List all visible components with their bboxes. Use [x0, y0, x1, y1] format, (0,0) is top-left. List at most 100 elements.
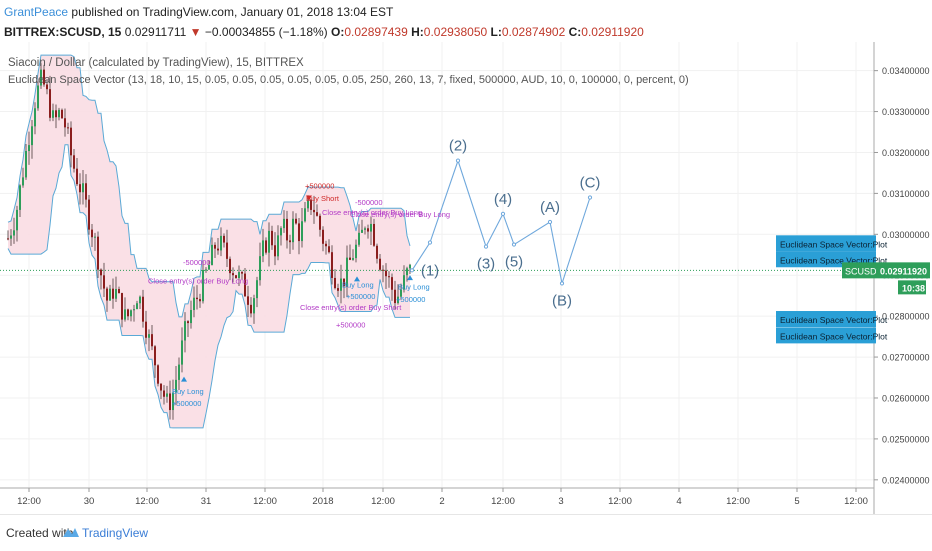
- price-tick-label: 0.03300000: [882, 107, 930, 117]
- candle-body: [373, 223, 375, 246]
- candle-body: [238, 272, 240, 279]
- chart-title: Siacoin / Dollar (calculated by TradingV…: [8, 57, 304, 69]
- candle-body: [319, 215, 321, 230]
- candle-body: [304, 208, 306, 222]
- annotation-label: Buy Long: [342, 281, 374, 290]
- candle-body: [211, 244, 213, 266]
- candles: [7, 63, 411, 420]
- high-label: H:: [411, 25, 424, 39]
- band-fill: [8, 55, 410, 428]
- close-label: C:: [568, 25, 582, 39]
- tradingview-logo-icon[interactable]: [62, 525, 80, 539]
- candle-body: [325, 243, 327, 247]
- sell-arrow-icon: [306, 195, 312, 201]
- wave-point: [511, 242, 517, 247]
- time-tick-label: 4: [676, 496, 681, 507]
- author-link[interactable]: GrantPeace: [4, 5, 69, 19]
- candle-body: [172, 392, 174, 411]
- candle-body: [253, 298, 255, 314]
- candle-body: [352, 258, 354, 260]
- current-price-badge: [876, 262, 930, 279]
- candle-body: [73, 155, 75, 169]
- candle-body: [409, 264, 411, 269]
- annotation-label: -500000: [183, 258, 211, 267]
- candle-body: [190, 310, 192, 324]
- wave-label: (3): [477, 256, 495, 273]
- countdown-badge: [898, 280, 926, 295]
- wave-point: [559, 281, 565, 286]
- candle-body: [124, 309, 126, 320]
- candle-body: [289, 240, 291, 243]
- wave-label: (B): [552, 292, 572, 309]
- candle-body: [187, 321, 189, 324]
- wave-label: (1): [421, 262, 439, 279]
- price-chart[interactable]: (1) (2) (3) (4) (5) (A) (B) (C) +500000 Buy Shor…: [0, 42, 932, 514]
- candle-body: [364, 228, 366, 230]
- candle-body: [85, 183, 87, 200]
- indicator-legend[interactable]: Euclidean Space Vector (13, 18, 10, 15, …: [8, 74, 689, 86]
- annotation-label: +500000: [305, 181, 334, 190]
- candle-body: [184, 321, 186, 341]
- plot-badge-label: Euclidean Space Vector:Plot: [780, 331, 888, 341]
- candle-body: [283, 218, 285, 229]
- candle-body: [94, 236, 96, 238]
- candle-body: [280, 228, 282, 236]
- candle-body: [382, 269, 384, 271]
- candle-body: [241, 272, 243, 274]
- candle-body: [196, 297, 198, 300]
- annotation-label: -500000: [355, 198, 383, 207]
- annotation-label: Close entry(s) order Buy Long: [322, 208, 422, 217]
- candle-body: [199, 299, 201, 302]
- wave-label: (A): [540, 199, 560, 216]
- buy-arrow-icon: [407, 275, 413, 281]
- candle-body: [121, 293, 123, 320]
- candle-body: [223, 235, 225, 243]
- plot-badges: Euclidean Space Vector:Plot Euclidean Spa…: [776, 235, 930, 344]
- annotation-label: Close entry(s) order Buy Short: [300, 303, 402, 312]
- candle-body: [271, 230, 273, 246]
- candle-body: [76, 168, 78, 185]
- time-axis[interactable]: 12:00 30 12:00 31 12:00 2018 12:00 2 12:00 3 12:00…: [17, 488, 868, 507]
- tradingview-brand[interactable]: TradingView: [82, 526, 149, 540]
- candle-body: [310, 200, 312, 210]
- countdown-label: 10:38: [902, 283, 925, 293]
- low-label: L:: [490, 25, 502, 39]
- time-tick-label: 2: [439, 496, 444, 507]
- time-tick-label: 12:00: [491, 496, 515, 507]
- open-value: 0.02897439: [344, 25, 408, 39]
- annotation-label: Buy Long: [172, 387, 204, 396]
- candle-body: [91, 229, 93, 238]
- candle-body: [40, 69, 42, 86]
- candle-body: [193, 297, 195, 311]
- candle-body: [400, 289, 402, 297]
- candle-body: [274, 245, 276, 257]
- candle-body: [391, 277, 393, 290]
- band-lower-line: [7, 144, 410, 429]
- candle-body: [181, 340, 183, 365]
- candle-body: [313, 209, 315, 213]
- time-tick-label: 30: [84, 496, 95, 507]
- annotation-label: Close entry(s) order Buy Long: [350, 210, 450, 219]
- price-tick-label: 0.02600000: [882, 393, 930, 403]
- candle-body: [19, 185, 21, 210]
- candle-body: [145, 321, 147, 338]
- candle-body: [301, 221, 303, 242]
- time-tick-label: 12:00: [135, 496, 159, 507]
- candle-body: [307, 200, 309, 209]
- candle-body: [22, 177, 24, 186]
- candle-body: [58, 109, 60, 118]
- candle-body: [34, 108, 36, 127]
- candle-body: [265, 240, 267, 253]
- candle-body: [154, 346, 156, 366]
- price-tick-label: 0.02400000: [882, 475, 930, 485]
- time-tick-label: 12:00: [608, 496, 632, 507]
- price-tick-label: 0.03100000: [882, 189, 930, 199]
- plot-badge: [776, 311, 876, 328]
- candle-body: [169, 393, 171, 411]
- high-value: 0.02938050: [423, 25, 488, 39]
- price-change: −0.00034855 (−1.18%): [204, 25, 328, 39]
- wave-point: [409, 268, 415, 273]
- annotation-label: Close entry(s) order Buy Long: [148, 276, 248, 285]
- candle-body: [232, 273, 234, 276]
